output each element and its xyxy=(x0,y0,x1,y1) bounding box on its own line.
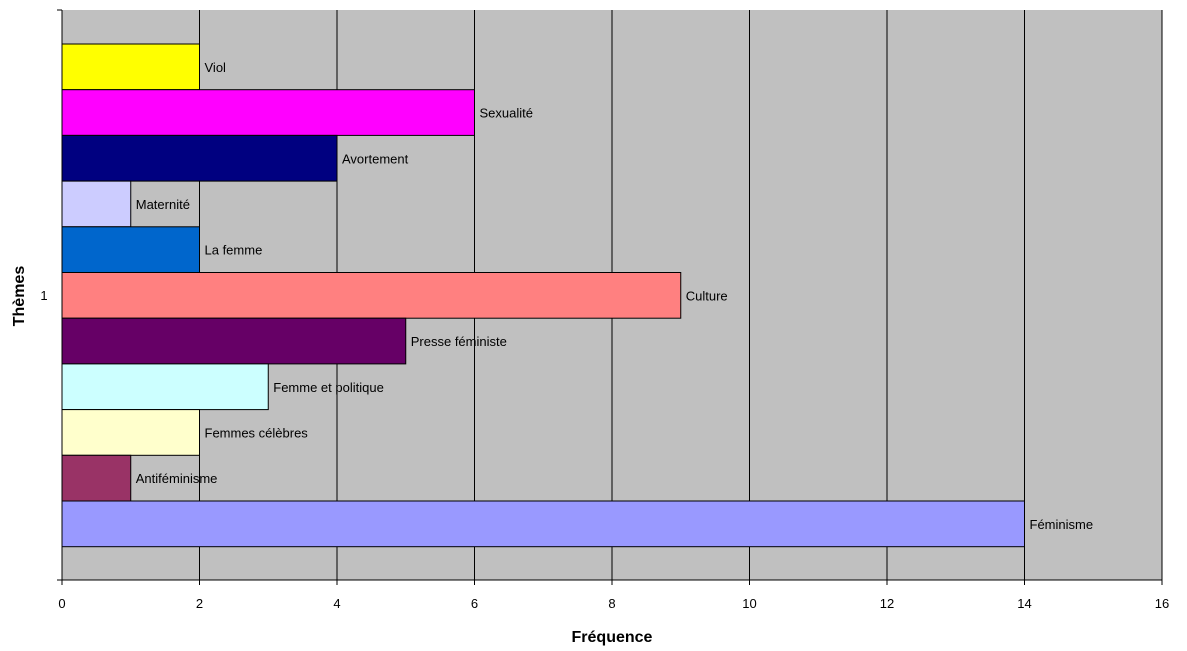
axes xyxy=(57,9,1163,585)
bar xyxy=(61,317,407,365)
bar xyxy=(61,180,132,228)
bar xyxy=(61,43,200,91)
bar xyxy=(61,134,338,182)
data-label: Culture xyxy=(686,288,728,303)
x-tick-label: 10 xyxy=(742,596,756,611)
data-labels: Viol Sexualité Avortement Maternité La femme… xyxy=(136,60,1093,532)
x-tick-label: 6 xyxy=(471,596,478,611)
y-axis-title: Thèmes xyxy=(11,266,28,327)
data-label: Femmes célèbres xyxy=(205,425,309,440)
bar xyxy=(61,363,269,411)
bar xyxy=(61,409,200,456)
bar xyxy=(61,89,475,136)
data-label: Maternité xyxy=(136,197,190,212)
x-tick-label: 14 xyxy=(1017,596,1031,611)
x-tick-label: 2 xyxy=(196,596,203,611)
x-tick-label: 4 xyxy=(333,596,340,611)
bar xyxy=(61,226,200,274)
y-category-tick-label: 1 xyxy=(40,288,47,303)
data-label: Antiféminisme xyxy=(136,471,218,486)
x-tick-label: 12 xyxy=(880,596,894,611)
x-tick-label: 8 xyxy=(608,596,615,611)
x-tick-label: 0 xyxy=(58,596,65,611)
data-label: Avortement xyxy=(342,151,409,166)
bar xyxy=(61,500,1025,548)
x-tick-label: 16 xyxy=(1155,596,1169,611)
x-tick-labels: 0 2 4 6 8 10 12 14 16 xyxy=(58,596,1169,611)
bar xyxy=(61,454,132,502)
data-label: Sexualité xyxy=(480,106,533,121)
data-label: Viol xyxy=(205,60,227,75)
x-axis-title: Fréquence xyxy=(572,629,653,646)
data-label: La femme xyxy=(205,243,263,258)
data-label: Féminisme xyxy=(1030,517,1094,532)
bar xyxy=(61,272,682,319)
data-label: Femme et politique xyxy=(273,380,384,395)
data-label: Presse féministe xyxy=(411,334,507,349)
